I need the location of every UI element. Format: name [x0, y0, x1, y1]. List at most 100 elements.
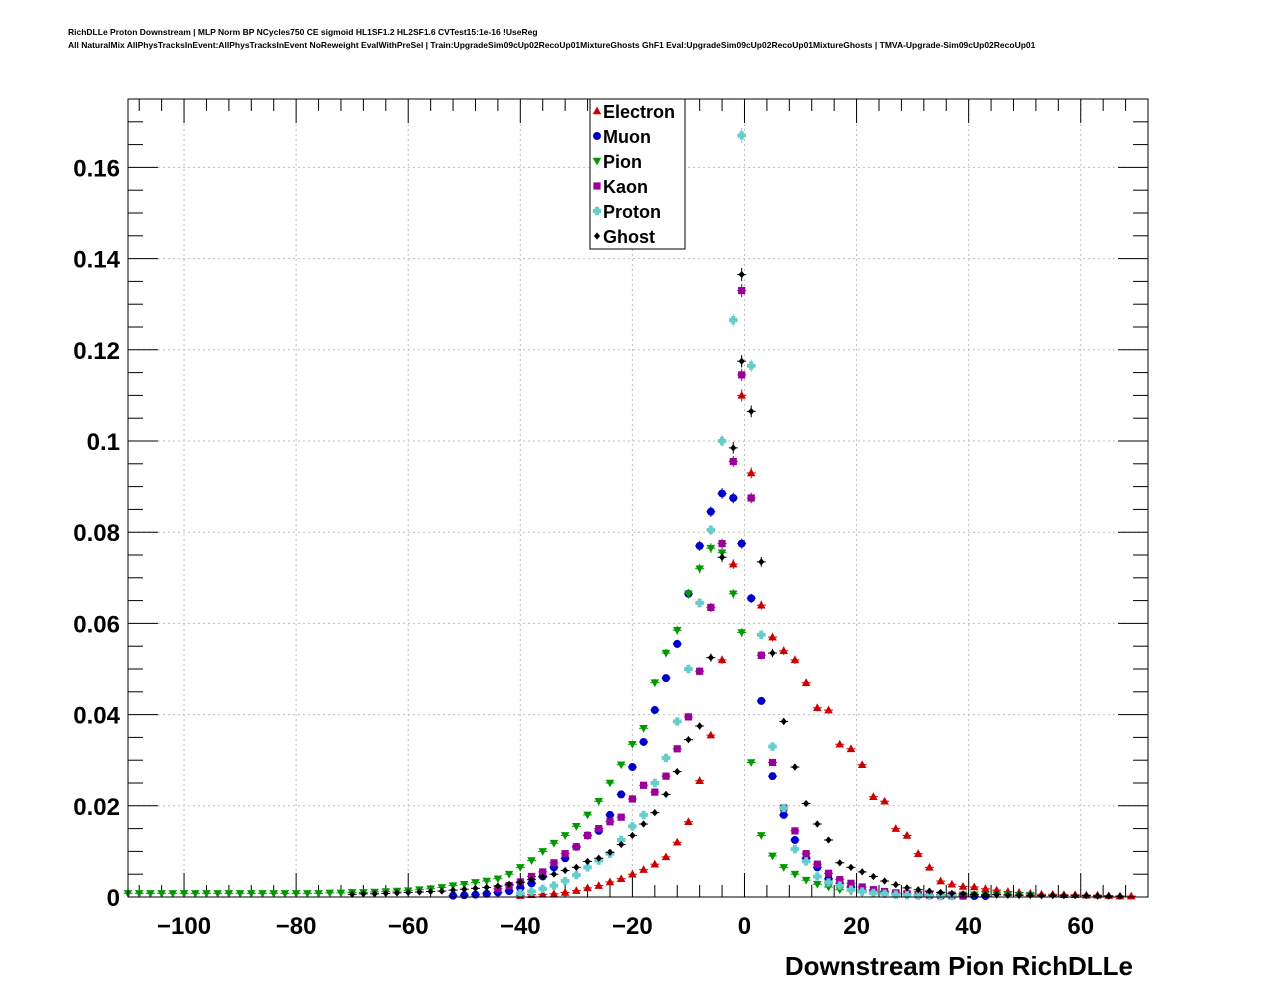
data-point	[572, 843, 580, 851]
data-point	[528, 876, 535, 884]
data-point	[640, 820, 647, 828]
data-point	[639, 865, 648, 873]
data-point	[471, 879, 480, 887]
data-point	[472, 884, 479, 892]
data-point	[190, 890, 200, 898]
data-point	[936, 891, 945, 901]
data-point	[958, 882, 968, 890]
data-point	[662, 674, 671, 683]
data-point	[538, 884, 547, 893]
data-point	[393, 889, 401, 897]
data-point	[549, 839, 559, 848]
data-point	[846, 744, 856, 753]
data-point	[695, 598, 704, 608]
data-point	[791, 763, 799, 771]
data-point	[706, 730, 716, 739]
data-point	[695, 776, 704, 784]
data-point	[550, 870, 558, 878]
data-point	[269, 890, 278, 898]
data-point	[695, 565, 704, 574]
data-point	[696, 722, 703, 730]
data-point	[717, 655, 727, 664]
data-point	[738, 270, 745, 279]
data-point	[628, 869, 637, 878]
y-tick-label: 0.04	[73, 703, 120, 730]
data-point	[717, 436, 727, 446]
data-point	[1094, 892, 1101, 900]
data-point	[824, 878, 833, 887]
x-tick-label: −60	[388, 913, 429, 940]
data-point	[757, 630, 766, 639]
legend-label-electron: Electron	[603, 102, 675, 122]
data-point	[672, 626, 682, 635]
data-point	[728, 590, 738, 599]
data-point	[303, 890, 312, 898]
data-point	[892, 881, 899, 889]
x-tick-label: −20	[612, 913, 653, 940]
legend-label-kaon: Kaon	[603, 177, 648, 197]
data-point	[605, 779, 615, 788]
data-point	[134, 890, 144, 898]
data-point	[801, 876, 811, 885]
data-point	[880, 796, 889, 805]
data-point	[857, 887, 867, 896]
data-point	[695, 541, 704, 550]
y-tick-label: 0	[107, 885, 120, 912]
data-point	[594, 881, 604, 889]
data-point	[870, 872, 877, 881]
data-point	[650, 778, 660, 788]
data-point	[915, 886, 922, 894]
data-point	[757, 696, 766, 705]
data-point	[902, 831, 912, 839]
data-point	[595, 825, 603, 833]
data-point	[707, 653, 714, 662]
data-point	[482, 877, 491, 886]
data-point	[746, 468, 756, 477]
data-point	[718, 489, 727, 498]
legend-marker-muon	[593, 131, 602, 140]
data-point	[1116, 892, 1124, 900]
data-point	[618, 840, 625, 849]
data-point	[729, 315, 738, 325]
data-point	[662, 790, 670, 799]
data-point	[572, 886, 581, 894]
data-point	[768, 758, 777, 767]
data-point	[448, 882, 458, 891]
data-point	[595, 854, 602, 862]
x-tick-label: −80	[276, 913, 317, 940]
data-point	[673, 745, 681, 753]
data-point	[673, 717, 682, 726]
data-point	[738, 357, 745, 365]
data-point	[493, 875, 503, 884]
data-point	[224, 890, 234, 898]
data-point	[616, 761, 626, 770]
data-point	[572, 870, 581, 880]
data-point	[914, 891, 923, 900]
data-point	[684, 713, 693, 721]
data-point	[616, 874, 626, 883]
y-tick-label: 0.16	[73, 155, 120, 182]
data-point	[258, 890, 267, 898]
data-point	[790, 655, 800, 664]
data-point	[560, 888, 570, 896]
data-point	[801, 678, 811, 686]
data-point	[606, 848, 614, 856]
data-point	[814, 820, 821, 828]
data-point	[847, 863, 855, 871]
data-point	[572, 823, 581, 831]
data-point	[780, 717, 787, 726]
data-point	[617, 813, 625, 821]
data-point	[639, 737, 648, 746]
data-point	[779, 646, 788, 655]
data-point	[758, 558, 765, 566]
data-point	[483, 883, 490, 892]
data-point	[325, 889, 335, 898]
data-point	[835, 739, 845, 748]
data-point	[790, 870, 800, 879]
data-point	[605, 877, 615, 886]
header-line-1: RichDLLe Proton Downstream | MLP Norm BP…	[68, 27, 538, 37]
y-tick-label: 0.08	[73, 520, 120, 547]
data-point	[459, 880, 469, 889]
data-point	[903, 884, 911, 892]
data-point	[527, 857, 536, 865]
